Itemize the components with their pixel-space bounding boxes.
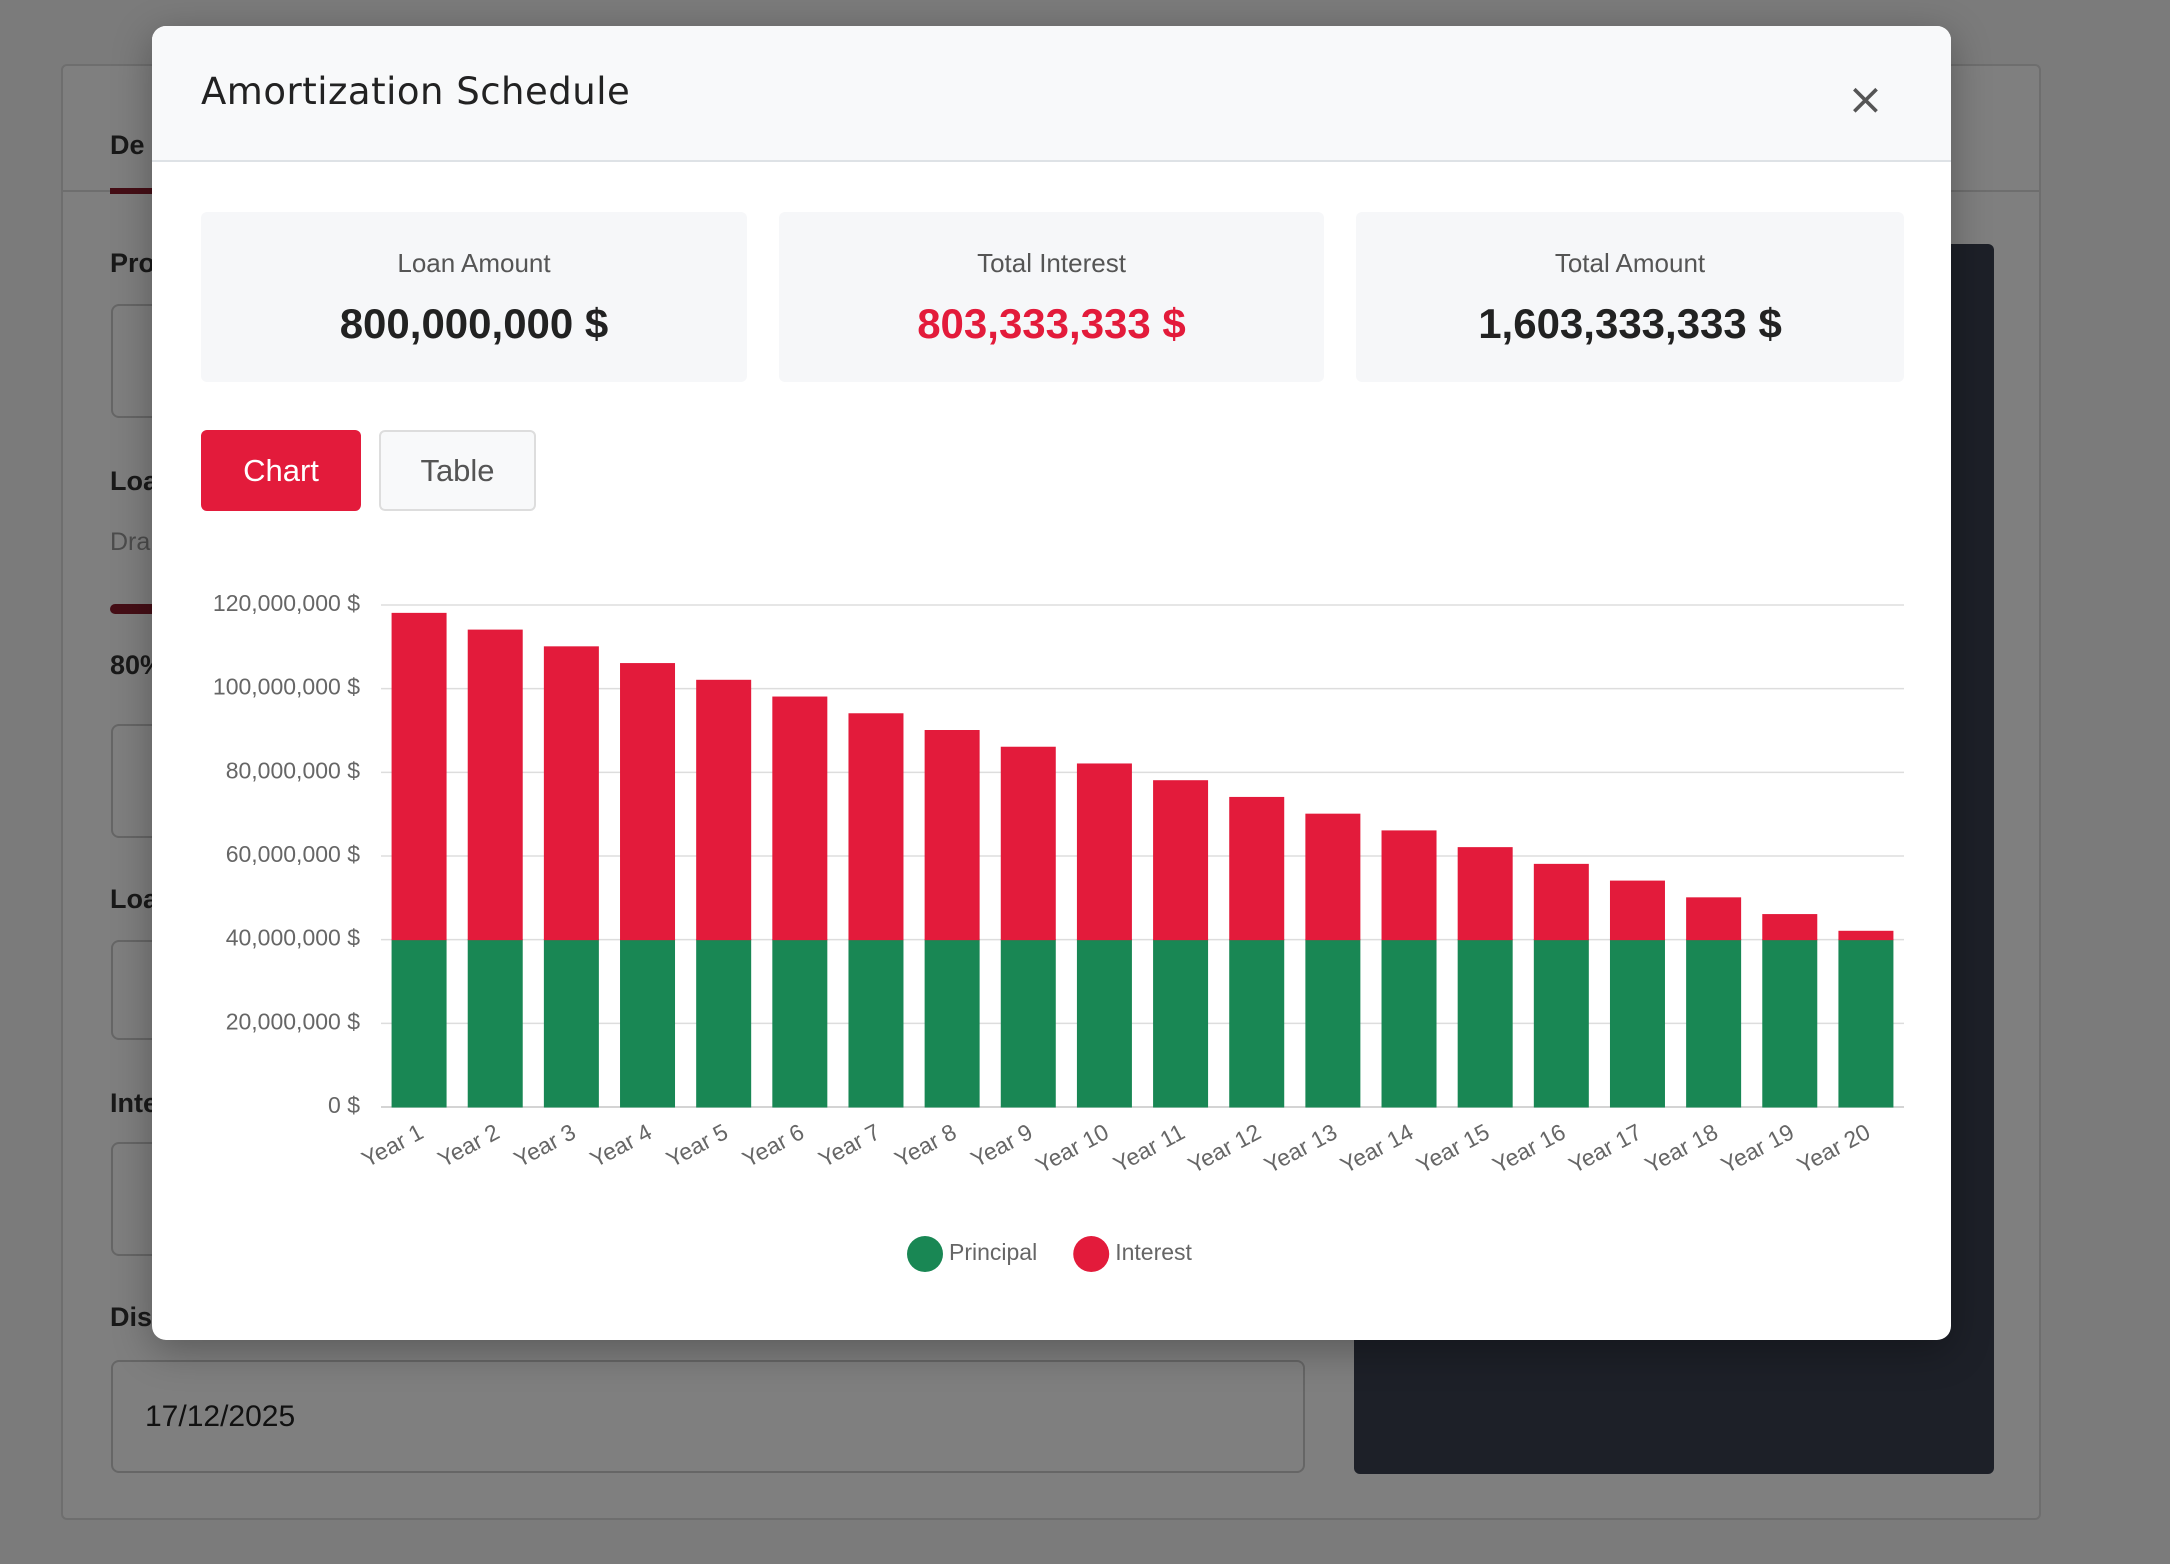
x-tick-label: Year 15 [1412,1118,1493,1178]
x-tick-label: Year 16 [1488,1118,1569,1178]
stat-label: Loan Amount [397,248,551,278]
x-tick-label: Year 20 [1793,1118,1874,1178]
x-tick-label: Year 2 [433,1118,503,1172]
bar-segment [924,939,980,1108]
x-tick-label: Year 7 [814,1118,884,1172]
stat-card: Total Amount 1,603,333,333 $ [1356,212,1904,382]
bar-segment [772,939,828,1108]
table-button[interactable]: Table [379,430,536,511]
bar-segment [848,713,904,941]
stat-label: Total Amount [1554,248,1706,278]
bar-segment [1000,939,1056,1108]
x-tick-label: Year 8 [890,1118,960,1172]
bar-segment [467,939,523,1108]
y-tick-label: 0 $ [328,1092,360,1118]
bar-segment [1838,939,1894,1108]
stat-value: 803,333,333 $ [917,300,1186,347]
bar-segment [1533,863,1589,941]
bar-segment [1762,914,1818,941]
stat-value: 1,603,333,333 $ [1478,300,1782,347]
x-tick-label: Year 10 [1031,1118,1112,1178]
bar-segment [543,646,599,941]
bar-segment [1457,939,1513,1108]
bar-segment [1076,939,1132,1108]
modal-header [152,26,1951,162]
legend-marker [1073,1236,1110,1272]
bar-segment [1076,763,1132,941]
y-tick-label: 60,000,000 $ [226,841,361,867]
x-tick-label: Year 3 [510,1118,580,1172]
bar-segment [391,939,447,1108]
stat-value: 800,000,000 $ [339,300,609,347]
y-tick-label: 40,000,000 $ [226,925,361,951]
x-tick-label: Year 17 [1564,1118,1645,1178]
bar-segment [1305,939,1361,1108]
bar-segment [696,939,752,1108]
bar-segment [1762,939,1818,1108]
x-tick-label: Year 14 [1336,1118,1418,1178]
bar-segment [1686,897,1742,941]
bar-segment [1229,939,1285,1108]
bar-segment [1153,939,1209,1108]
bar-segment [1381,939,1437,1108]
modal: Amortization Schedule × Loan Amount 800,… [152,26,1951,1340]
legend-label: Principal [949,1239,1037,1265]
stat-card: Loan Amount 800,000,000 $ [201,212,747,382]
modal-title: Amortization Schedule [201,70,631,113]
bar-segment [620,939,676,1108]
bar-segment [1609,880,1665,941]
close-button[interactable]: × [1847,74,1884,125]
bar-segment [620,663,676,941]
x-tick-label: Year 9 [966,1118,1036,1172]
bar-segment [1381,830,1437,941]
stat-label: Total Interest [977,248,1126,278]
x-tick-label: Year 11 [1109,1118,1189,1177]
bar-segment [467,629,523,941]
x-tick-label: Year 13 [1260,1118,1341,1178]
x-tick-label: Year 4 [586,1118,656,1172]
bar-segment [696,679,752,941]
bar-segment [1533,939,1589,1108]
chart-button[interactable]: Chart [201,430,361,511]
bar-segment [772,696,828,941]
bar-segment [1229,796,1285,941]
bar-segment [1000,746,1056,941]
x-tick-label: Year 12 [1184,1118,1265,1178]
bar-segment [1305,813,1361,941]
x-tick-label: Year 1 [357,1118,427,1172]
x-tick-label: Year 19 [1717,1118,1798,1178]
bar-segment [924,730,980,941]
y-tick-label: 100,000,000 $ [213,674,360,700]
bar-segment [1153,780,1209,941]
bar-segment [1609,939,1665,1108]
legend-label: Interest [1115,1239,1192,1265]
bar-segment [1457,847,1513,941]
legend-marker [907,1236,943,1272]
bar-segment [391,612,447,941]
y-tick-label: 80,000,000 $ [226,757,361,783]
bar-segment [543,939,599,1108]
bar-segment [1838,930,1894,941]
bar-segment [848,939,904,1108]
x-tick-label: Year 5 [662,1118,732,1172]
stat-card: Total Interest 803,333,333 $ [779,212,1324,382]
x-tick-label: Year 18 [1640,1118,1721,1178]
chart: 0 $ 20,000,000 $ 40,000,000 $ 60,000,000 $ 8… [213,590,1904,1272]
y-tick-label: 20,000,000 $ [226,1008,361,1034]
y-tick-label: 120,000,000 $ [213,590,360,616]
x-tick-label: Year 6 [738,1118,808,1172]
bar-segment [1686,939,1742,1108]
